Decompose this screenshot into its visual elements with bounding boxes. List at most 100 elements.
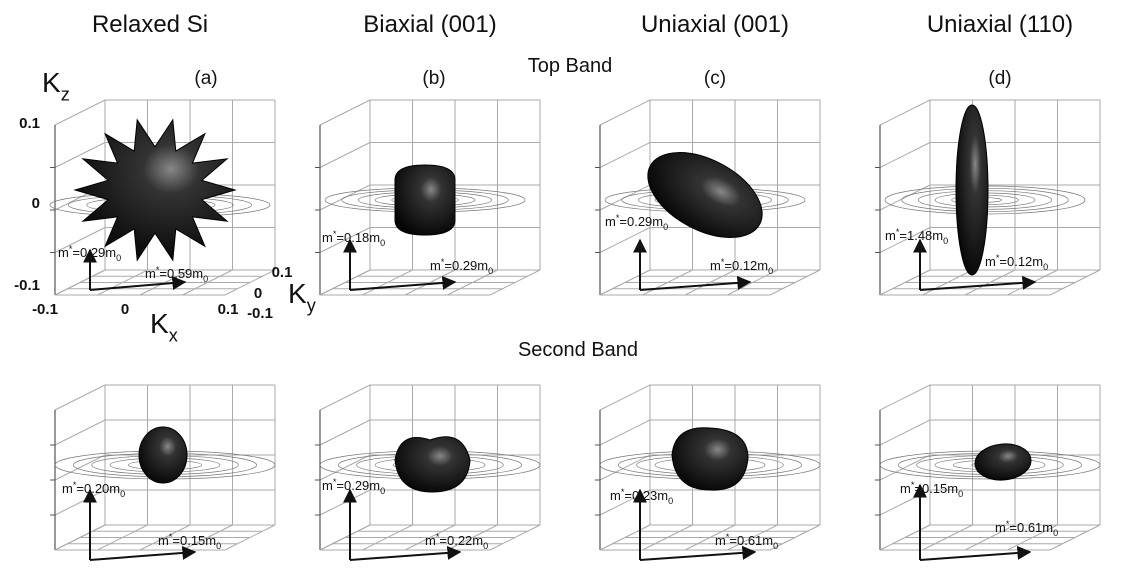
text-segment: y [307,295,317,315]
axis-arrow [350,552,460,560]
text-segment: 0 [1053,528,1058,538]
panel-label: (d) [988,68,1011,89]
text-segment: 0 [768,266,773,276]
isosurface [75,120,235,260]
isosurface [974,442,1033,483]
text-segment: 0 [483,541,488,551]
x-tick-label: 0.1 [218,301,239,318]
wire [320,420,370,445]
z-tick-label: 0.1 [19,115,40,132]
text-segment: m [605,214,616,229]
row-title: Top Band [528,55,613,77]
text-segment: K [150,308,169,339]
wire [55,420,105,445]
isosurface [956,105,988,275]
isosurface [634,135,776,255]
text-segment: 0 [380,486,385,496]
text-segment: =0.20m [76,481,120,496]
wire [600,385,650,410]
column-title: Uniaxial (110) [927,11,1073,38]
axis-arrow [920,552,1030,560]
effective-mass-label: m*=0.29m0 [605,213,668,232]
text-segment: =0.23m [624,488,668,503]
text-segment: 0 [958,489,963,499]
text-segment: m [158,533,169,548]
text-segment: =0.61m [1009,520,1053,535]
page: { "column_titles": ["Relaxed Si", "Biaxi… [0,0,1121,574]
isosurface [139,427,187,483]
effective-mass-label: m*=0.59m0 [145,265,208,284]
wire [880,420,930,445]
text-segment: 0 [943,236,948,246]
wire [600,420,650,445]
text-segment: 0 [120,489,125,499]
effective-mass-label: m*=0.61m0 [995,519,1058,538]
text-segment: m [322,478,333,493]
column-title: Biaxial (001) [363,11,496,38]
effective-mass-label: m*=0.12m0 [985,253,1048,272]
effective-mass-label: m*=0.15m0 [158,532,221,551]
effective-mass-label: m*=0.15m0 [900,480,963,499]
text-segment: m [985,254,996,269]
text-segment: 0 [116,253,121,263]
row-title: Second Band [518,339,638,361]
wire [880,143,930,168]
effective-mass-label: m*=0.22m0 [425,532,488,551]
wire [880,100,930,125]
z-tick-label: -0.1 [14,277,40,294]
y-tick-label: 0 [254,285,262,302]
x-tick-label: -0.1 [32,301,58,318]
y-tick-label: 0.1 [272,264,293,281]
text-segment: =0.15m [172,533,216,548]
text-segment: =0.15m [914,481,958,496]
wire [320,385,370,410]
text-segment: =1.48m [899,228,943,243]
text-segment: =0.29m [444,258,488,273]
text-segment: m [715,533,726,548]
y-tick-label: -0.1 [247,305,273,322]
text-segment: K [42,67,61,98]
axis-label: Ky [288,278,317,315]
isosurface [395,437,470,492]
wire [320,100,370,125]
text-segment: 0 [216,541,221,551]
text-segment: =0.29m [619,214,663,229]
text-segment: 0 [663,222,668,232]
axis-label: Kz [42,67,70,104]
text-segment: =0.29m [72,245,116,260]
wire [320,490,370,515]
text-segment: m [145,266,156,281]
panel-label: (b) [422,68,445,89]
text-segment: m [900,481,911,496]
axis-arrow [90,552,195,560]
text-segment: =0.22m [439,533,483,548]
text-segment: m [995,520,1006,535]
text-segment: m [58,245,69,260]
column-title: Relaxed Si [92,11,208,38]
text-segment: 0 [203,274,208,284]
z-tick-label: 0 [32,195,40,212]
figure: Relaxed Si Biaxial (001) Uniaxial (001) Uni… [0,0,1121,574]
effective-mass-label: m*=0.23m0 [610,487,673,506]
effective-mass-label: m*=0.18m0 [322,229,385,248]
text-segment: m [610,488,621,503]
text-segment: K [288,278,307,309]
column-title: Uniaxial (001) [641,11,789,38]
text-segment: =0.59m [159,266,203,281]
axis-arrow [640,552,755,560]
wire [55,385,105,410]
text-segment: m [430,258,441,273]
isosurface [672,428,748,490]
panel-label: (c) [704,68,726,89]
panel-label: (a) [194,68,217,89]
text-segment: =0.29m [336,478,380,493]
wire [880,385,930,410]
effective-mass-label: m*=0.29m0 [322,477,385,496]
text-segment: =0.18m [336,230,380,245]
text-segment: =0.12m [724,258,768,273]
effective-mass-label: m*=1.48m0 [885,227,948,246]
text-segment: 0 [668,496,673,506]
text-segment: =0.61m [729,533,773,548]
text-segment: 0 [380,238,385,248]
wire [600,228,650,253]
